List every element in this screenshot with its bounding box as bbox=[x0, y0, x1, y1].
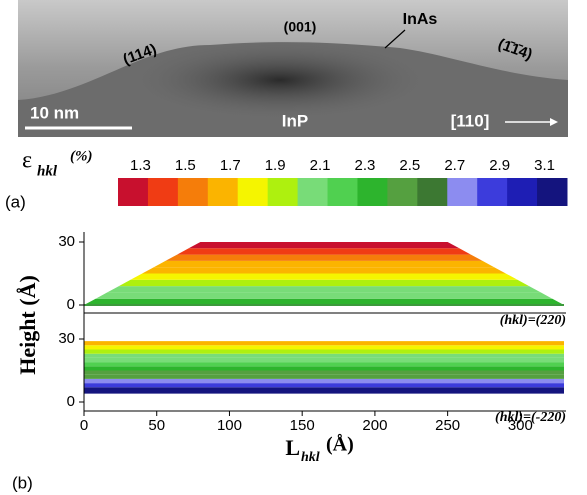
colorbar-tick-label: 2.5 bbox=[399, 157, 420, 174]
colorbar-segment bbox=[417, 178, 448, 206]
strain-band bbox=[165, 254, 483, 261]
y-axis-label: Height (Å) bbox=[15, 275, 40, 375]
colorbar-tick-label: 1.9 bbox=[265, 157, 286, 174]
panel-label: (b) bbox=[12, 473, 33, 492]
colorbar-tick-label: 3.1 bbox=[534, 157, 555, 174]
strain-band bbox=[84, 353, 564, 358]
strain-band bbox=[84, 345, 564, 350]
pointer-line bbox=[384, 29, 406, 49]
colorbar-segment bbox=[387, 178, 418, 206]
strain-band bbox=[153, 260, 495, 268]
colorbar-subscript: hkl bbox=[37, 163, 58, 179]
strain-band bbox=[177, 248, 471, 255]
strain-band bbox=[84, 298, 564, 305]
strain-band bbox=[84, 374, 564, 379]
colorbar-segment bbox=[447, 178, 478, 206]
facet-label: (001) bbox=[284, 19, 317, 35]
colorbar-segment bbox=[147, 178, 179, 206]
colorbar-segment bbox=[477, 178, 508, 206]
x-axis-label: L bbox=[285, 435, 300, 460]
colorbar-segment bbox=[297, 178, 329, 206]
strain-band bbox=[130, 273, 518, 280]
colorbar-tick-label: 2.1 bbox=[310, 157, 331, 174]
x-tick-label: 250 bbox=[435, 417, 460, 434]
x-tick-label: 300 bbox=[508, 417, 533, 434]
tem-image: (114) (001) InAs (1̄1̄4) 10 nm InP [110] bbox=[18, 0, 568, 138]
y-tick-label: 0 bbox=[67, 296, 75, 313]
x-axis-unit: (Å) bbox=[326, 433, 354, 456]
x-axis-subscript: hkl bbox=[301, 450, 320, 465]
strain-band bbox=[84, 341, 564, 346]
strain-band bbox=[84, 378, 564, 384]
colorbar-tick-label: 2.7 bbox=[444, 157, 465, 174]
colorbar-segment bbox=[207, 178, 239, 206]
x-tick-label: 0 bbox=[80, 417, 88, 434]
strain-band bbox=[84, 387, 564, 394]
x-tick-label: 50 bbox=[148, 417, 165, 434]
y-tick-label: 30 bbox=[58, 330, 75, 347]
x-tick-label: 200 bbox=[362, 417, 387, 434]
strain-band bbox=[95, 292, 553, 299]
x-tick-label: 150 bbox=[290, 417, 315, 434]
strain-band bbox=[84, 349, 564, 354]
strain-band bbox=[84, 383, 564, 388]
strain-band bbox=[142, 267, 506, 274]
plot-annotation: (hkl)=(220) bbox=[500, 313, 566, 328]
colorbar-segment bbox=[267, 178, 299, 206]
colorbar-unit: (%) bbox=[70, 148, 93, 164]
colorbar-symbol: ε bbox=[22, 148, 32, 174]
colorbar-tick-label: 1.3 bbox=[130, 157, 151, 174]
tem-dark-region bbox=[130, 40, 430, 120]
strain-band bbox=[84, 370, 564, 375]
y-tick-label: 30 bbox=[58, 233, 75, 250]
plot-annotation: (hkl)=(-220) bbox=[495, 410, 566, 425]
strain-band bbox=[84, 357, 564, 363]
colorbar-segment bbox=[357, 178, 388, 206]
direction-label: [110] bbox=[451, 111, 490, 130]
colorbar-segment bbox=[507, 178, 538, 206]
arrow-head bbox=[550, 118, 558, 126]
strain-band bbox=[188, 242, 460, 249]
colorbar-tick-label: 2.3 bbox=[355, 157, 376, 174]
colorbar-segment bbox=[537, 178, 568, 206]
strain-band bbox=[84, 366, 564, 371]
strain-band bbox=[84, 362, 564, 367]
colorbar-segment bbox=[237, 178, 269, 206]
colorbar-segment bbox=[327, 178, 358, 206]
strain-band bbox=[118, 279, 530, 287]
colorbar-tick-label: 1.5 bbox=[175, 157, 196, 174]
y-tick-label: 0 bbox=[67, 393, 75, 410]
layer-label: InAs bbox=[403, 11, 438, 28]
panel-label: (a) bbox=[5, 192, 26, 211]
colorbar-tick-label: 1.7 bbox=[220, 157, 241, 174]
scale-label: 10 nm bbox=[30, 103, 79, 122]
colorbar-segment bbox=[118, 178, 149, 206]
strain-band bbox=[107, 286, 541, 293]
substrate-label: InP bbox=[282, 111, 308, 130]
colorbar-segment bbox=[177, 178, 209, 206]
x-tick-label: 100 bbox=[217, 417, 242, 434]
colorbar-tick-label: 2.9 bbox=[489, 157, 510, 174]
